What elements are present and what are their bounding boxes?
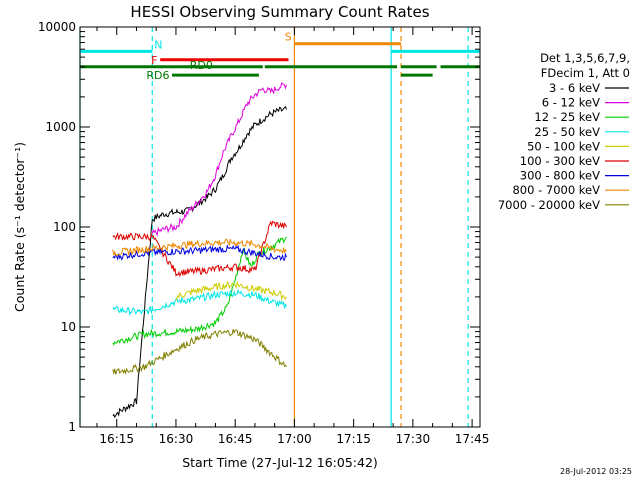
legend-header-line-2: FDecim 1, Att 0 [541, 66, 630, 80]
y-tick-label-4: 10000 [38, 20, 76, 34]
y-tick-label-1: 10 [61, 320, 76, 334]
chart-title: HESSI Observing Summary Count Rates [130, 3, 429, 21]
flag-bars: NF S RD0 RD6 [80, 31, 480, 82]
series-line-5 [112, 220, 287, 278]
legend: Det 1,3,5,6,7,9, FDecim 1, Att 0 3 - 6 k… [498, 51, 630, 212]
footer-timestamp: 28-Jul-2012 03:25 [560, 467, 632, 476]
series-line-8 [112, 329, 287, 375]
legend-label-6: 300 - 800 keV [520, 169, 600, 183]
x-tick-label-0: 16:15 [99, 432, 134, 446]
x-tick-label-6: 17:45 [455, 432, 490, 446]
legend-label-7: 800 - 7000 keV [512, 183, 600, 197]
x-tick-label-4: 17:15 [336, 432, 371, 446]
x-tick-label-5: 17:30 [396, 432, 431, 446]
y-axis-label: Count Rate (s⁻¹ detector⁻¹) [12, 142, 27, 312]
legend-label-3: 25 - 50 keV [534, 125, 600, 139]
y-tick-label-0: 1 [68, 420, 76, 434]
series-line-7 [112, 238, 287, 257]
series-line-6 [112, 244, 287, 262]
series-line-0 [112, 105, 287, 419]
x-tick-label-1: 16:30 [159, 432, 194, 446]
series-line-1 [151, 82, 287, 237]
legend-label-2: 12 - 25 keV [534, 110, 600, 124]
x-axis-label: Start Time (27-Jul-12 16:05:42) [182, 455, 378, 470]
y-tick-label-2: 100 [53, 220, 76, 234]
series-lines [112, 82, 287, 419]
axes: 16:15 16:30 16:45 17:00 17:15 17:30 17:45 1 10 10… [38, 20, 490, 446]
legend-label-4: 50 - 100 keV [527, 139, 600, 153]
x-tick-label-2: 16:45 [218, 432, 253, 446]
series-line-3 [112, 288, 287, 317]
flag-label-n: N [154, 38, 162, 51]
legend-label-1: 6 - 12 keV [542, 96, 600, 110]
legend-label-5: 100 - 300 keV [520, 154, 600, 168]
legend-label-0: 3 - 6 keV [549, 81, 600, 95]
flag-label-f: F [151, 54, 157, 67]
flag-label-s: S [285, 31, 292, 44]
series-line-4 [175, 280, 287, 301]
legend-header-line-1: Det 1,3,5,6,7,9, [540, 51, 630, 65]
y-tick-label-3: 1000 [45, 120, 76, 134]
flag-label-rd0: RD0 [190, 59, 213, 72]
x-tick-label-3: 17:00 [277, 432, 312, 446]
flag-label-rd6: RD6 [146, 69, 169, 82]
legend-label-8: 7000 - 20000 keV [498, 198, 600, 212]
